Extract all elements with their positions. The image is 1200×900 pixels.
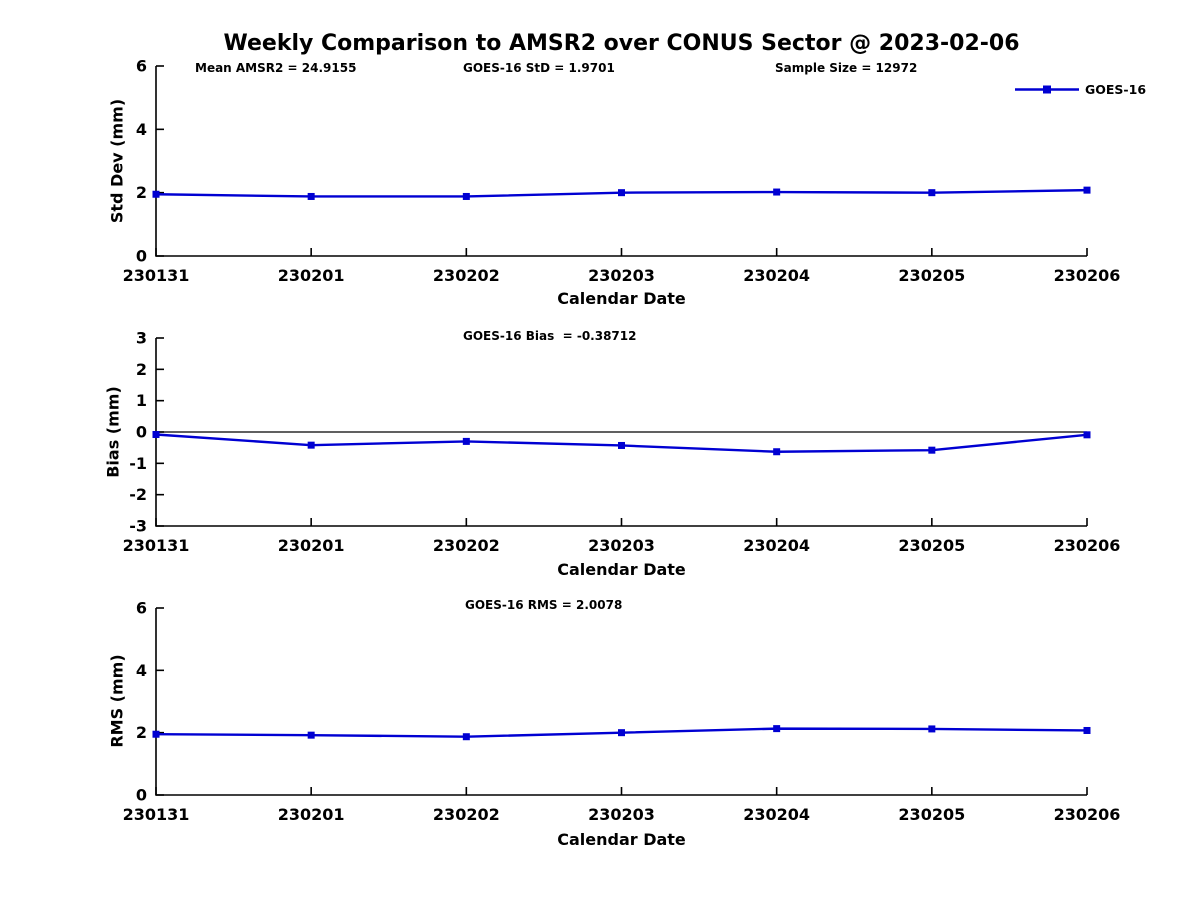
y-tick-label: 6 [136,600,147,618]
bias-data-marker [307,441,315,449]
y-tick-label: -3 [129,517,147,536]
figure-title: Weekly Comparison to AMSR2 over CONUS Se… [223,31,1020,56]
bias-x-axis-label: Calendar Date [557,560,686,579]
x-tick-label: 230131 [123,805,190,824]
bias-subplot-title: GOES-16 Bias = -0.38712 [463,329,637,343]
x-tick-label: 230201 [278,266,345,285]
rms-data-marker [618,729,625,737]
bias-data-marker [928,446,936,454]
std-dev-data-marker [618,189,625,197]
legend: GOES-16 [1015,82,1146,97]
bias-data-marker [1083,431,1091,439]
y-tick-label: 4 [136,661,147,680]
y-tick-label: 1 [136,391,147,410]
rms-subplot-title: GOES-16 RMS = 2.0078 [465,598,623,612]
x-tick-label: 230204 [743,805,810,824]
std-dev-data-marker [773,188,781,196]
annotation-goes16-std: GOES-16 StD = 1.9701 [463,61,615,75]
std-dev-data-marker [152,190,160,198]
x-tick-label: 230206 [1054,266,1121,285]
y-tick-label: 2 [136,183,147,202]
y-tick-label: 2 [136,723,147,742]
x-tick-label: 230205 [898,536,965,555]
y-tick-label: -2 [129,485,147,504]
legend-line-marker-icon [1015,85,1079,94]
stddev-plot: 0 2 4 6 230131 230201 230202 230203 230204 230205… [123,60,1121,285]
axis-spines [155,608,1087,796]
bias-plot: -3 -2 -1 0 1 2 3 230131 230201 230202 230203 230204… [123,330,1121,555]
y-tick-label: -1 [129,454,147,473]
annotation-mean-amsr2: Mean AMSR2 = 24.9155 [195,61,357,75]
legend-marker [1043,85,1051,94]
y-tick-label: 2 [136,360,147,379]
x-tick-label: 230203 [588,805,655,824]
y-tick-label: 6 [136,60,147,76]
x-tick-label: 230202 [433,536,500,555]
x-tick-label: 230206 [1054,536,1121,555]
bias-data-marker [152,431,160,439]
x-tick-label: 230202 [433,266,500,285]
x-tick-label: 230202 [433,805,500,824]
std-dev-data-marker [462,192,470,200]
rms-data-marker [152,730,160,738]
bias-data-marker [618,441,625,449]
bias-data-marker [773,448,781,456]
y-tick-label: 3 [136,330,147,348]
x-tick-label: 230205 [898,266,965,285]
x-tick-label: 230131 [123,536,190,555]
rms-data-marker [1083,726,1091,734]
rms-data-marker [462,733,470,741]
x-tick-label: 230206 [1054,805,1121,824]
std-dev-data-marker [1083,186,1091,194]
rms-data-marker [928,725,936,733]
annotation-sample-size: Sample Size = 12972 [775,61,918,75]
rms-data-marker [773,725,781,733]
axis-spines [155,66,1087,257]
y-tick-label: 0 [136,423,147,442]
x-tick-label: 230204 [743,536,810,555]
x-tick-label: 230204 [743,266,810,285]
y-tick-label: 0 [136,247,147,266]
x-tick-label: 230203 [588,266,655,285]
rms-plot: 0 2 4 6 230131 230201 230202 230203 230204 230205… [123,600,1121,824]
x-tick-label: 230205 [898,805,965,824]
x-tick-label: 230201 [278,536,345,555]
legend-label: GOES-16 [1085,82,1147,97]
bias-data-marker [462,437,470,445]
rms-x-axis-label: Calendar Date [557,830,686,849]
std-dev-data-marker [928,189,936,197]
x-tick-label: 230203 [588,536,655,555]
y-tick-label: 0 [136,786,147,805]
stddev-x-axis-label: Calendar Date [557,289,686,308]
y-tick-label: 4 [136,120,147,139]
rms-data-marker [307,731,315,739]
x-tick-label: 230201 [278,805,345,824]
std-dev-data-marker [307,192,315,200]
x-tick-label: 230131 [123,266,190,285]
